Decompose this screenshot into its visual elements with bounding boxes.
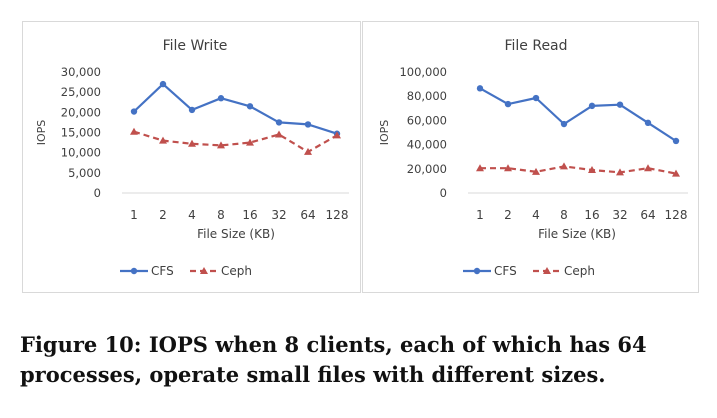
x-axis-label: File Size (KB) xyxy=(197,227,275,241)
data-point-cfs xyxy=(304,121,312,128)
data-point-cfs xyxy=(246,103,254,110)
y-axis-label: IOPS xyxy=(378,120,391,146)
y-tick-label: 0 xyxy=(440,186,447,200)
chart-title: File Write xyxy=(163,38,228,54)
data-point-ceph xyxy=(532,167,540,175)
x-tick-label: 1 xyxy=(476,208,484,222)
y-tick-label: 60,000 xyxy=(407,113,447,127)
data-point-cfs xyxy=(644,119,652,127)
data-point-cfs xyxy=(217,95,225,102)
x-axis-label: File Size (KB) xyxy=(538,227,616,241)
x-tick-label: 64 xyxy=(640,208,655,222)
data-point-cfs xyxy=(532,94,540,102)
chart-file-read: File Read 100,000 80,000 60,000 40,000 20,000… xyxy=(378,38,688,278)
y-tick-label: 25,000 xyxy=(61,85,101,99)
x-tick-label: 32 xyxy=(271,208,286,222)
data-point-cfs xyxy=(188,106,196,114)
y-tick-label: 0 xyxy=(94,186,101,200)
y-axis-label: IOPS xyxy=(35,120,48,146)
data-point-ceph xyxy=(159,136,167,144)
legend-marker-cfs xyxy=(473,267,481,275)
y-tick-label: 10,000 xyxy=(61,146,101,160)
x-tick-label: 8 xyxy=(217,208,225,222)
data-point-cfs xyxy=(588,102,596,110)
data-point-ceph xyxy=(217,141,225,149)
figure-caption: Figure 10: IOPS when 8 clients, each of … xyxy=(20,332,647,387)
x-tick-label: 128 xyxy=(326,208,349,222)
x-tick-label: 4 xyxy=(532,208,540,222)
y-tick-label: 40,000 xyxy=(407,138,447,152)
data-point-ceph xyxy=(644,164,652,172)
data-point-ceph xyxy=(246,138,254,146)
x-tick-label: 2 xyxy=(504,208,512,222)
y-tick-label: 30,000 xyxy=(61,65,101,79)
data-point-cfs xyxy=(476,85,484,92)
series-line-ceph xyxy=(133,130,338,153)
chart-title: File Read xyxy=(504,38,567,54)
x-tick-label: 128 xyxy=(665,208,688,222)
x-tick-label: 1 xyxy=(130,208,138,222)
x-tick-label: 64 xyxy=(300,208,315,222)
data-point-ceph xyxy=(188,139,196,147)
data-point-ceph xyxy=(304,147,312,155)
data-point-ceph xyxy=(560,162,568,170)
y-tick-label: 100,000 xyxy=(399,65,447,79)
y-tick-label: 20,000 xyxy=(61,105,101,119)
legend-marker-ceph xyxy=(200,267,208,274)
x-tick-label: 8 xyxy=(560,208,568,222)
x-tick-label: 16 xyxy=(584,208,599,222)
legend-label-cfs: CFS xyxy=(151,264,174,278)
data-point-ceph xyxy=(275,130,283,138)
series-line-cfs xyxy=(133,82,338,135)
x-tick-label: 32 xyxy=(612,208,627,222)
data-point-cfs xyxy=(130,108,138,115)
y-tick-label: 5,000 xyxy=(68,166,101,180)
data-point-ceph xyxy=(504,164,512,172)
x-tick-label: 4 xyxy=(188,208,196,222)
x-tick-label: 16 xyxy=(242,208,257,222)
chart-panel-file-read: File Read 100,000 80,000 60,000 40,000 20,000… xyxy=(362,21,699,293)
data-point-cfs xyxy=(616,101,624,108)
y-tick-label: 20,000 xyxy=(407,162,447,176)
data-point-ceph xyxy=(476,164,484,172)
data-point-cfs xyxy=(159,80,167,88)
y-tick-label: 15,000 xyxy=(61,126,101,140)
legend-label-ceph: Ceph xyxy=(221,264,252,278)
data-point-ceph xyxy=(333,131,341,139)
data-point-cfs xyxy=(672,137,680,145)
series-line-ceph xyxy=(480,165,677,175)
data-point-cfs xyxy=(560,120,568,128)
legend-label-ceph: Ceph xyxy=(564,264,595,278)
data-point-ceph xyxy=(588,166,596,174)
series-line-cfs xyxy=(479,87,677,142)
legend-label-cfs: CFS xyxy=(494,264,517,278)
x-tick-label: 2 xyxy=(159,208,167,222)
data-point-cfs xyxy=(504,100,512,108)
data-point-ceph xyxy=(130,127,138,135)
y-tick-label: 80,000 xyxy=(407,89,447,103)
data-point-ceph xyxy=(672,169,680,177)
chart-panel-file-write: File Write 30,000 25,000 20,000 15,000 10,000… xyxy=(22,21,361,293)
chart-file-write: File Write30,00025,00020,00015,00010,000… xyxy=(35,38,349,278)
legend-marker-ceph xyxy=(543,267,551,274)
data-point-ceph xyxy=(616,168,624,176)
legend-marker-cfs xyxy=(130,267,138,275)
data-point-cfs xyxy=(275,119,283,126)
